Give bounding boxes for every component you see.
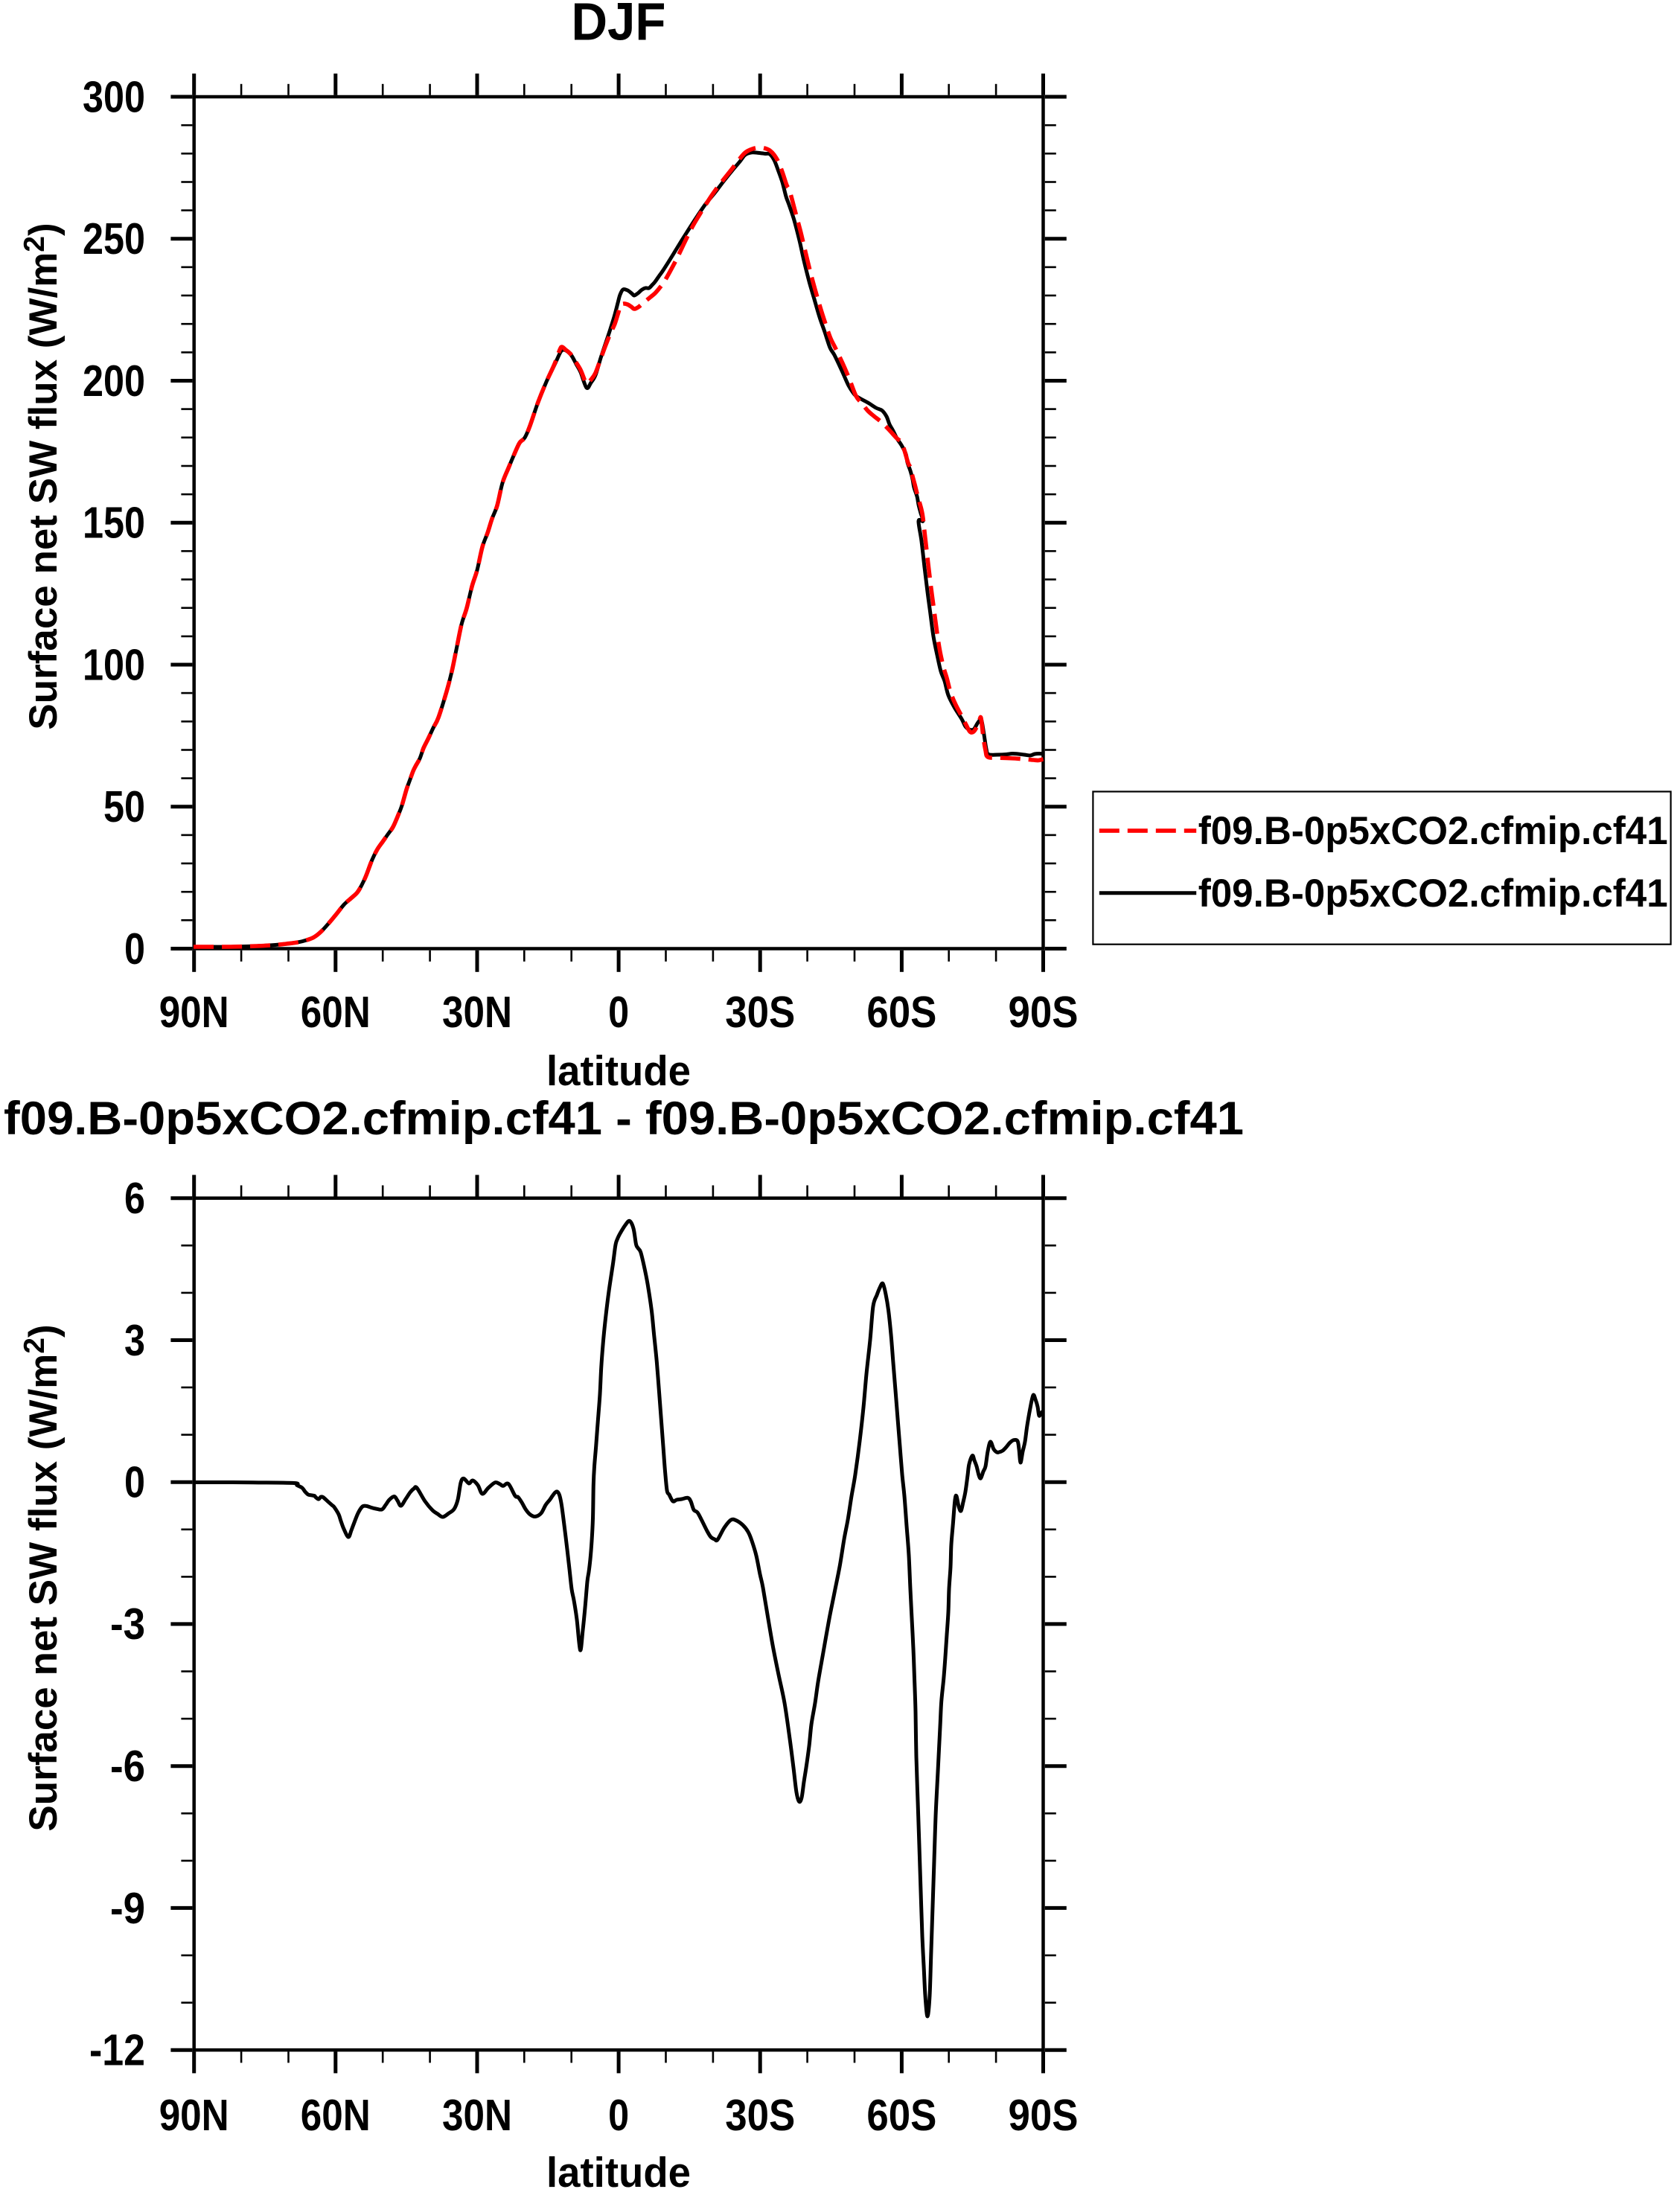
svg-text:60N: 60N [301, 988, 371, 1037]
svg-text:90N: 90N [159, 2091, 229, 2140]
svg-text:f09.B-0p5xCO2.cfmip.cf41 - f09: f09.B-0p5xCO2.cfmip.cf41 - f09.B-0p5xCO2… [4, 1093, 1244, 1145]
svg-text:-9: -9 [110, 1884, 145, 1933]
svg-text:60N: 60N [301, 2091, 371, 2140]
svg-text:50: 50 [103, 782, 145, 831]
svg-text:300: 300 [83, 72, 145, 121]
svg-text:-3: -3 [110, 1600, 145, 1649]
svg-text:30N: 30N [442, 2091, 512, 2140]
svg-text:60S: 60S [866, 988, 936, 1037]
svg-text:90S: 90S [1009, 2091, 1079, 2140]
svg-text:30N: 30N [442, 988, 512, 1037]
svg-text:150: 150 [83, 499, 145, 548]
svg-text:0: 0 [608, 2091, 629, 2140]
svg-text:6: 6 [124, 1174, 145, 1223]
svg-text:-6: -6 [110, 1742, 145, 1791]
svg-text:30S: 30S [725, 2091, 795, 2140]
svg-text:f09.B-0p5xCO2.cfmip.cf41: f09.B-0p5xCO2.cfmip.cf41 [1198, 872, 1668, 916]
svg-text:0: 0 [124, 924, 145, 974]
svg-text:90N: 90N [159, 988, 229, 1037]
svg-text:200: 200 [83, 357, 145, 406]
svg-text:latitude: latitude [546, 2149, 691, 2191]
svg-text:0: 0 [124, 1458, 145, 1507]
svg-text:Surface net SW flux (W/m2): Surface net SW flux (W/m2) [19, 1324, 66, 1831]
svg-text:90S: 90S [1009, 988, 1079, 1037]
svg-text:60S: 60S [866, 2091, 936, 2140]
svg-text:-12: -12 [89, 2026, 145, 2075]
svg-text:3: 3 [124, 1316, 145, 1365]
svg-text:DJF: DJF [572, 0, 666, 52]
svg-text:f09.B-0p5xCO2.cfmip.cf41: f09.B-0p5xCO2.cfmip.cf41 [1198, 809, 1668, 853]
svg-text:100: 100 [83, 640, 145, 689]
svg-text:0: 0 [608, 988, 629, 1037]
svg-text:250: 250 [83, 214, 145, 263]
svg-text:Surface net SW flux (W/m2): Surface net SW flux (W/m2) [19, 223, 66, 729]
svg-text:latitude: latitude [546, 1047, 691, 1095]
svg-text:30S: 30S [725, 988, 795, 1037]
